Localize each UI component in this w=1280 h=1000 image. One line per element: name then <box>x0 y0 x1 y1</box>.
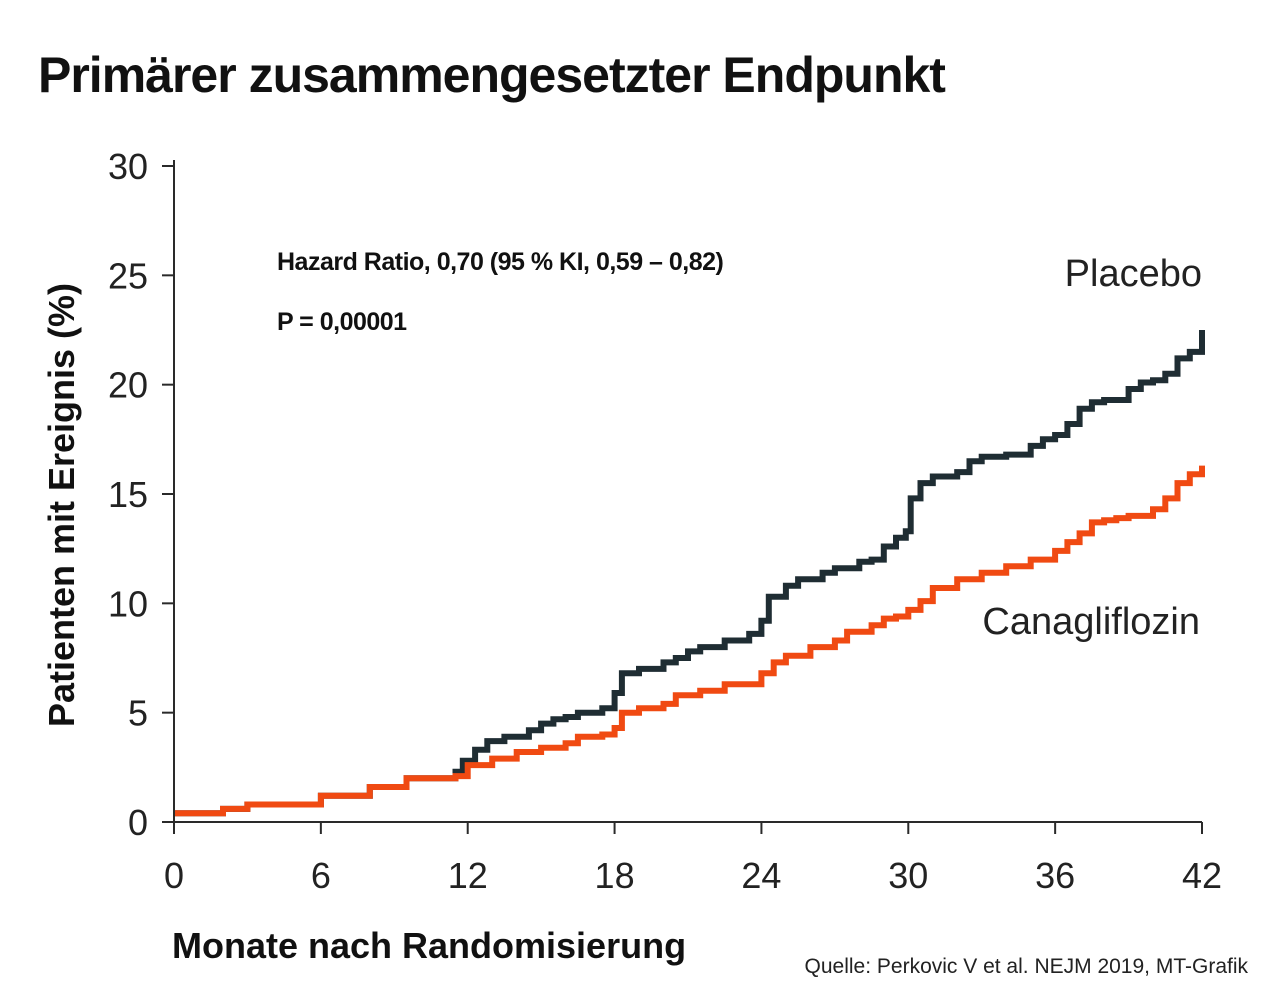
y-tick-label: 25 <box>108 255 148 296</box>
y-axis-title: Patienten mit Ereignis (%) <box>41 283 82 727</box>
series-layer <box>174 330 1205 817</box>
series-line-placebo <box>174 330 1205 817</box>
x-tick-label: 36 <box>1035 855 1075 896</box>
x-tick-label: 42 <box>1182 855 1222 896</box>
p-value-annotation: P = 0,00001 <box>277 308 407 336</box>
x-tick-label: 18 <box>595 855 635 896</box>
chart-title: Primärer zusammengesetzter Endpunkt <box>38 47 946 103</box>
x-ticks: 0 6 12 18 24 30 36 42 <box>164 822 1222 896</box>
series-label-placebo: Placebo <box>1065 253 1202 295</box>
series-line-canagliflozin <box>174 465 1205 817</box>
hazard-ratio-annotation: Hazard Ratio, 0,70 (95 % KI, 0,59 – 0,82… <box>277 248 724 276</box>
y-tick-label: 30 <box>108 146 148 187</box>
x-axis-title: Monate nach Randomisierung <box>172 925 686 966</box>
x-tick-label: 6 <box>311 855 331 896</box>
x-tick-label: 12 <box>448 855 488 896</box>
source-note: Quelle: Perkovic V et al. NEJM 2019, MT-… <box>805 955 1249 978</box>
y-tick-label: 20 <box>108 365 148 406</box>
y-tick-label: 15 <box>108 474 148 515</box>
x-tick-label: 0 <box>164 855 184 896</box>
x-tick-label: 30 <box>888 855 928 896</box>
y-tick-label: 5 <box>128 693 148 734</box>
y-tick-label: 0 <box>128 802 148 843</box>
series-label-canagliflozin: Canagliflozin <box>982 601 1200 643</box>
x-tick-label: 24 <box>741 855 781 896</box>
y-ticks: 0 5 10 15 20 25 30 <box>108 146 174 843</box>
y-tick-label: 10 <box>108 583 148 624</box>
